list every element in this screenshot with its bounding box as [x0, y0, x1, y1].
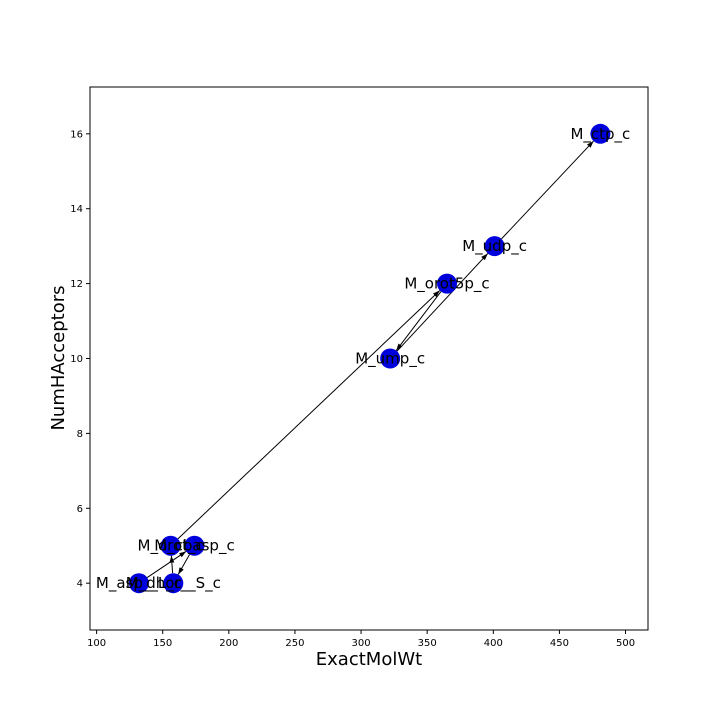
- y-tick-label: 16: [70, 129, 83, 140]
- y-tick-label: 14: [70, 204, 83, 215]
- x-axis-ticks: 100 150 200 250 300 350 400 450 500: [87, 630, 635, 649]
- node-labels-layer: M_ctp_c M_udp_c M_orot5p_c M_ump_c M_cbasp_c…: [96, 125, 630, 593]
- y-axis-label: NumHAcceptors: [48, 285, 69, 430]
- x-tick-label: 350: [418, 638, 437, 649]
- edge-arrow: [501, 140, 594, 240]
- edge-arrow: [177, 290, 441, 540]
- edge-arrow: [395, 291, 442, 351]
- y-tick-label: 10: [70, 354, 83, 365]
- x-tick-label: 300: [352, 638, 371, 649]
- node-point: [160, 535, 181, 556]
- node-point: [380, 348, 401, 369]
- y-tick-label: 8: [77, 429, 83, 440]
- x-tick-label: 450: [550, 638, 569, 649]
- node-label: M_cbasp_c: [154, 537, 235, 556]
- node-label: M_orot_c: [138, 537, 204, 556]
- node-point: [484, 236, 505, 257]
- node-label: M_udp_c: [462, 237, 527, 256]
- nodes-layer: [128, 123, 611, 594]
- edge-arrow: [146, 550, 187, 579]
- edge-arrow: [169, 555, 175, 574]
- node-point: [128, 573, 149, 594]
- x-axis-label: ExactMolWt: [316, 649, 422, 670]
- node-point: [437, 273, 458, 294]
- x-tick-label: 100: [87, 638, 106, 649]
- edge-arrow: [396, 253, 489, 352]
- node-point: [184, 535, 205, 556]
- node-label: M_asp__L_c: [96, 574, 182, 593]
- y-tick-label: 4: [77, 579, 83, 590]
- node-point: [163, 573, 184, 594]
- node-label: M_dhor__S_c: [126, 574, 221, 593]
- x-tick-label: 200: [219, 638, 238, 649]
- y-axis-ticks: 4 6 8 10 12 14 16: [70, 129, 90, 590]
- x-tick-label: 150: [153, 638, 172, 649]
- y-tick-label: 6: [77, 504, 83, 515]
- node-label: M_ctp_c: [570, 125, 630, 144]
- y-tick-label: 12: [70, 279, 83, 290]
- node-label: M_orot5p_c: [404, 275, 489, 294]
- x-tick-label: 250: [285, 638, 304, 649]
- x-tick-label: 400: [484, 638, 503, 649]
- x-tick-label: 500: [616, 638, 635, 649]
- node-label: M_ump_c: [355, 350, 425, 369]
- edge-arrow: [177, 554, 190, 575]
- node-point: [590, 123, 611, 144]
- edges-layer: [146, 140, 594, 579]
